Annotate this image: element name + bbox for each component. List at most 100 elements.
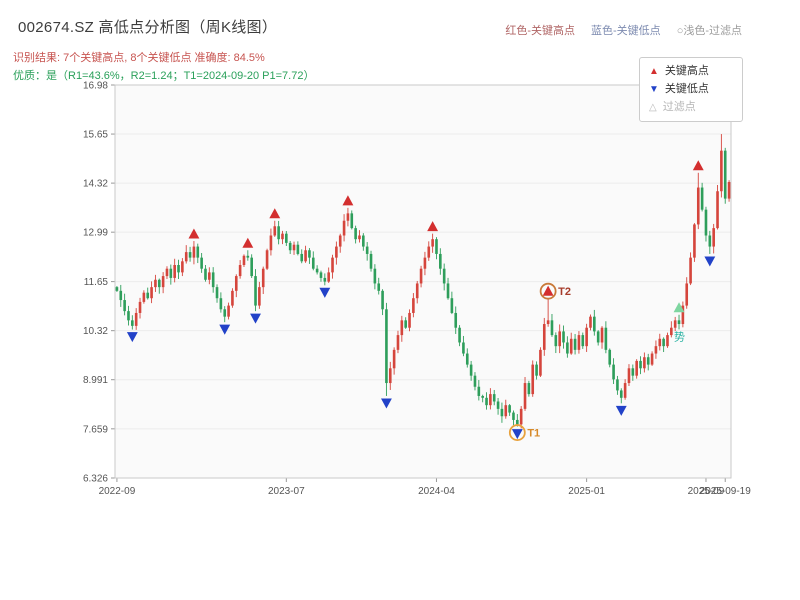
x-tick-label: 2025-09-19 — [700, 486, 752, 497]
x-tick-label: 2023-07 — [268, 486, 305, 497]
candle-body — [539, 349, 542, 376]
candle-body — [181, 261, 184, 273]
candle-body — [358, 235, 361, 240]
candle-body — [546, 320, 550, 325]
candle-body — [485, 397, 488, 406]
candle-body — [704, 209, 708, 236]
candle-body — [392, 349, 396, 369]
candle-body — [327, 272, 330, 282]
candle-body — [716, 191, 719, 229]
y-tick-label: 14.32 — [83, 179, 108, 190]
chart-legend: ▲ 关键高点 ▼ 关键低点 △ 过滤点 — [639, 57, 743, 122]
candle-body — [177, 265, 180, 273]
candle-body — [465, 353, 469, 365]
candle-body — [246, 255, 250, 258]
candle-body — [589, 316, 592, 328]
page-title: 002674.SZ 高低点分析图（周K线图） — [18, 19, 278, 36]
key-low-marker — [380, 398, 392, 409]
candle-body — [550, 320, 554, 336]
candle-body — [577, 335, 581, 350]
key-low-marker — [219, 324, 231, 335]
annotation-text: 势 — [674, 331, 685, 344]
candle-body — [658, 338, 662, 347]
candle-body — [231, 290, 234, 306]
candle-body — [489, 394, 492, 406]
candle-body — [535, 364, 538, 376]
y-tick-label: 11.65 — [84, 277, 109, 288]
candle-body — [677, 320, 681, 325]
candle-body — [408, 312, 411, 328]
candle-body — [442, 268, 446, 284]
candle-body — [188, 252, 192, 258]
candle-body — [261, 268, 265, 288]
candle-body — [157, 279, 161, 288]
candle-body — [708, 235, 712, 247]
key-high-marker — [692, 160, 704, 171]
legend-key-low-label: 关键低点 — [664, 83, 709, 95]
candle-body — [681, 305, 685, 325]
candle-body — [200, 257, 203, 269]
candle-body — [354, 228, 357, 240]
plot-border — [114, 84, 732, 479]
annotation-circle — [508, 424, 526, 441]
candle-body — [527, 383, 531, 395]
candle-body — [423, 257, 427, 269]
candle-body — [504, 405, 508, 417]
legend-key-high-label: 关键高点 — [664, 65, 709, 77]
candle-body — [396, 335, 400, 350]
candle-body — [258, 287, 261, 306]
color-legend-low-label: 蓝色-关键低点 — [591, 25, 661, 37]
candle-body — [346, 213, 350, 221]
y-tick-label: 10.32 — [83, 326, 108, 337]
candle-body — [250, 257, 253, 277]
candle-body — [500, 408, 504, 417]
candle-body — [204, 268, 207, 280]
candle-body — [462, 342, 465, 354]
candle-body — [119, 290, 123, 301]
candle-body — [450, 298, 454, 313]
candle-body — [134, 312, 138, 326]
legend-item-filter: △ 过滤点 — [649, 102, 733, 113]
candle-body — [277, 226, 280, 240]
candle-body — [477, 386, 481, 396]
candle-body — [531, 364, 535, 395]
candle-body — [292, 244, 296, 251]
candle-body — [720, 150, 723, 192]
candle-body — [169, 268, 173, 278]
candle-body — [234, 276, 238, 291]
candle-body — [419, 268, 423, 284]
candle-body — [458, 327, 461, 343]
candle-body — [269, 235, 273, 251]
candle-body — [593, 316, 596, 332]
candle-body — [196, 246, 200, 258]
y-tick-label: 16.98 — [83, 81, 108, 92]
key-low-marker — [250, 313, 261, 324]
candle-body — [273, 226, 277, 236]
candle-body — [265, 250, 269, 269]
candle-body — [631, 368, 635, 376]
candle-body — [342, 220, 346, 236]
x-tick-label: 2025-01 — [568, 486, 605, 497]
candle-body — [146, 292, 150, 299]
candle-body — [219, 298, 223, 310]
candle-body — [558, 331, 561, 347]
filter-triangle-icon: △ — [649, 101, 657, 113]
candle-body — [404, 320, 407, 328]
candle-body — [492, 394, 496, 402]
candle-body — [311, 257, 315, 269]
candle-body — [227, 305, 230, 317]
candle-body — [635, 360, 638, 376]
candle-body — [516, 419, 519, 425]
legend-item-key-high: ▲ 关键高点 — [649, 66, 733, 77]
candle-body — [288, 242, 292, 251]
candle-body — [427, 246, 431, 258]
candle-body — [604, 327, 608, 350]
candle-body — [223, 309, 227, 317]
candle-body — [600, 327, 604, 343]
candle-body — [542, 324, 546, 350]
candle-body — [596, 331, 600, 343]
candle-body — [362, 235, 365, 247]
candle-body — [439, 253, 442, 269]
candle-body — [385, 309, 388, 384]
candle-body — [415, 283, 419, 299]
